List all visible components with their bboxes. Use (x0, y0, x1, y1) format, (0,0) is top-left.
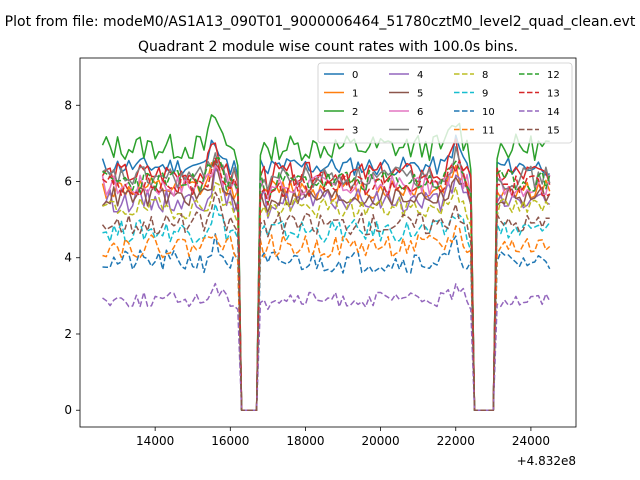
x-tick-label: 16000 (211, 434, 249, 448)
series-line-11 (102, 225, 551, 411)
series-line-15 (101, 191, 550, 411)
x-tick-label: 18000 (286, 434, 324, 448)
x-tick-label: 24000 (512, 434, 550, 448)
legend-label-5: 5 (417, 89, 423, 100)
legend-label-15: 15 (547, 126, 560, 137)
legend-label-8: 8 (482, 70, 488, 81)
y-tick-label: 8 (64, 98, 72, 112)
y-tick-label: 2 (64, 327, 72, 341)
legend-label-2: 2 (352, 107, 358, 118)
series-line-13 (102, 157, 551, 411)
series-layer (101, 114, 551, 411)
y-tick-label: 0 (64, 403, 72, 417)
legend-label-7: 7 (417, 126, 423, 137)
x-tick-label: 20000 (362, 434, 400, 448)
legend-label-10: 10 (482, 107, 495, 118)
legend-label-14: 14 (547, 107, 560, 118)
series-line-10 (102, 233, 551, 411)
chart-title: Quadrant 2 module wise count rates with … (138, 39, 518, 55)
x-tick-label: 22000 (437, 434, 475, 448)
legend-label-9: 9 (482, 89, 488, 100)
y-tick-label: 4 (64, 251, 72, 265)
legend-label-12: 12 (547, 70, 560, 81)
legend-label-11: 11 (482, 126, 495, 137)
legend-label-13: 13 (547, 89, 560, 100)
x-tick-label: 14000 (136, 434, 174, 448)
legend-label-4: 4 (417, 70, 423, 81)
series-line-14 (102, 282, 551, 411)
axes-layer: 14000 16000 18000 20000 22000 24000 0 2 4 6 8 (64, 98, 550, 448)
legend-box (317, 62, 573, 144)
legend-label-1: 1 (352, 89, 358, 100)
plot-frame (79, 57, 577, 428)
legend-label-0: 0 (352, 70, 358, 81)
x-offset-label: +4.832e8 (517, 454, 576, 468)
chart-suptitle: Plot from file: modeM0/AS1A13_090T01_900… (5, 14, 636, 30)
legend-label-3: 3 (352, 126, 358, 137)
y-tick-label: 6 (64, 175, 72, 189)
legend-label-6: 6 (417, 107, 423, 118)
